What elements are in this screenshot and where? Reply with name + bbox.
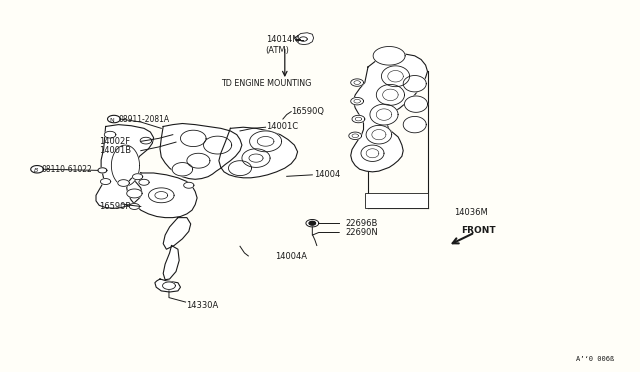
Polygon shape <box>163 246 179 280</box>
Polygon shape <box>118 180 129 186</box>
Polygon shape <box>127 189 142 198</box>
Text: 14002F: 14002F <box>99 137 131 146</box>
Polygon shape <box>111 145 140 186</box>
Polygon shape <box>96 125 154 208</box>
Polygon shape <box>187 153 210 168</box>
Polygon shape <box>403 76 426 92</box>
Polygon shape <box>349 132 362 140</box>
Polygon shape <box>100 179 111 185</box>
Text: B: B <box>33 168 38 173</box>
Polygon shape <box>148 188 174 203</box>
Polygon shape <box>354 81 360 84</box>
Text: 14001C: 14001C <box>266 122 298 131</box>
Polygon shape <box>361 145 384 161</box>
Polygon shape <box>351 79 364 86</box>
Polygon shape <box>160 124 242 179</box>
Text: 14330A: 14330A <box>186 301 218 310</box>
Polygon shape <box>228 161 252 176</box>
Text: TD ENGINE MOUNTING: TD ENGINE MOUNTING <box>221 79 311 88</box>
Text: 22696B: 22696B <box>346 219 378 228</box>
Polygon shape <box>129 203 140 209</box>
Polygon shape <box>184 182 194 188</box>
Polygon shape <box>300 37 307 41</box>
Polygon shape <box>155 192 168 199</box>
Text: 14004A: 14004A <box>275 252 307 261</box>
Polygon shape <box>355 117 362 121</box>
Polygon shape <box>404 96 428 112</box>
Polygon shape <box>306 219 319 227</box>
Text: 08911-2081A: 08911-2081A <box>118 115 170 124</box>
Polygon shape <box>219 127 298 178</box>
Polygon shape <box>352 134 358 138</box>
Text: A’‘0 006ß: A’‘0 006ß <box>576 356 614 362</box>
Polygon shape <box>98 168 107 173</box>
Polygon shape <box>31 166 44 173</box>
Polygon shape <box>163 218 191 249</box>
Polygon shape <box>354 99 360 103</box>
Text: 14001B: 14001B <box>99 146 131 155</box>
Polygon shape <box>180 130 206 147</box>
Polygon shape <box>132 174 143 180</box>
Polygon shape <box>204 136 232 154</box>
Polygon shape <box>403 116 426 133</box>
Polygon shape <box>172 163 193 176</box>
Text: 14036M: 14036M <box>454 208 488 217</box>
Text: 16590P: 16590P <box>99 202 131 211</box>
Polygon shape <box>294 33 314 45</box>
Text: N: N <box>109 118 114 123</box>
Polygon shape <box>366 125 392 144</box>
Polygon shape <box>242 149 270 167</box>
Polygon shape <box>376 84 404 105</box>
Polygon shape <box>155 279 180 292</box>
Text: 16590Q: 16590Q <box>291 107 324 116</box>
Polygon shape <box>370 104 398 125</box>
Polygon shape <box>352 115 365 123</box>
Polygon shape <box>351 54 428 172</box>
Polygon shape <box>381 66 410 87</box>
Polygon shape <box>127 173 197 218</box>
Polygon shape <box>250 131 282 152</box>
Polygon shape <box>373 46 405 65</box>
Text: FRONT: FRONT <box>461 226 495 235</box>
Polygon shape <box>108 115 120 123</box>
Text: 08110-61022: 08110-61022 <box>42 165 92 174</box>
Text: 14004: 14004 <box>314 170 340 179</box>
Polygon shape <box>139 179 149 185</box>
Polygon shape <box>309 221 316 225</box>
Bar <box>365 193 428 208</box>
Text: 14014M: 14014M <box>266 35 299 44</box>
Polygon shape <box>140 137 152 144</box>
Polygon shape <box>163 282 175 289</box>
Text: 22690N: 22690N <box>346 228 378 237</box>
Polygon shape <box>104 131 116 138</box>
Text: (ATM): (ATM) <box>266 46 289 55</box>
Polygon shape <box>351 97 364 105</box>
